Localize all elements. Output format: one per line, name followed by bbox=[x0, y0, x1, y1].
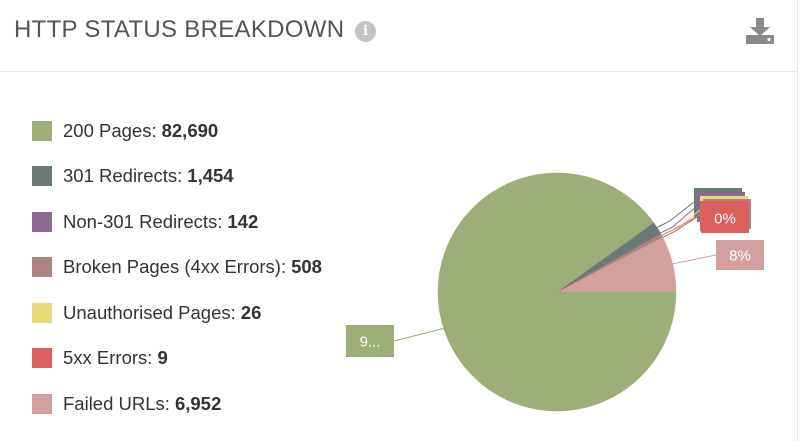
legend-swatch bbox=[32, 120, 52, 141]
slice-label-box-failed-urls bbox=[716, 240, 764, 270]
chart-title: HTTP STATUS BREAKDOWN bbox=[14, 16, 345, 43]
legend-value: 508 bbox=[291, 256, 322, 278]
legend-value: 9 bbox=[157, 347, 168, 369]
slice-label-5xx-errors: 0% bbox=[714, 211, 736, 228]
info-circle-icon[interactable]: i bbox=[355, 21, 376, 42]
legend-swatch bbox=[32, 348, 52, 369]
legend-value: 82,690 bbox=[161, 119, 219, 141]
legend-label: Non-301 Redirects: bbox=[63, 210, 223, 232]
legend-item-failed-urls[interactable]: Failed URLs: 6,952 bbox=[32, 381, 322, 427]
legend-item-non-301-redirects[interactable]: Non-301 Redirects: 142 bbox=[32, 199, 322, 245]
legend-swatch bbox=[32, 302, 52, 323]
chart-legend: 200 Pages: 82,690 301 Redirects: 1,454 N… bbox=[32, 108, 322, 427]
legend-value: 1,454 bbox=[187, 165, 234, 187]
legend-swatch bbox=[32, 257, 52, 278]
legend-item-broken-pages[interactable]: Broken Pages (4xx Errors): 508 bbox=[32, 245, 322, 291]
label-connector-unauthorised-pages bbox=[662, 209, 701, 238]
slice-label-box-5xx-errors bbox=[701, 203, 749, 233]
legend-label: Failed URLs: bbox=[63, 392, 170, 414]
legend-value: 6,952 bbox=[174, 392, 222, 414]
legend-label: 301 Redirects: bbox=[63, 165, 183, 187]
label-connector-non-301-redirects bbox=[660, 205, 698, 234]
legend-label: 5xx Errors: bbox=[63, 347, 153, 369]
label-connector-5xx-errors bbox=[662, 214, 701, 238]
legend-value: 26 bbox=[240, 301, 262, 323]
slice-label-box-200-pages bbox=[346, 325, 394, 357]
legend-item-unauthorised-pages[interactable]: Unauthorised Pages: 26 bbox=[32, 290, 322, 336]
legend-item-200-pages[interactable]: 200 Pages: 82,690 bbox=[32, 108, 322, 154]
pie-slice-200-pages bbox=[437, 172, 677, 412]
legend-value: 142 bbox=[227, 210, 259, 232]
label-connector-failed-urls bbox=[672, 254, 717, 265]
legend-swatch bbox=[32, 393, 52, 414]
label-connector-200-pages bbox=[393, 327, 444, 342]
download-icon[interactable] bbox=[746, 18, 774, 44]
legend-label: 200 Pages: bbox=[63, 119, 157, 141]
legend-item-301-redirects[interactable]: 301 Redirects: 1,454 bbox=[32, 154, 322, 200]
card-header: HTTP STATUS BREAKDOWN i bbox=[0, 0, 798, 72]
slice-label-failed-urls: 8% bbox=[729, 248, 751, 265]
legend-label: Broken Pages (4xx Errors): bbox=[63, 256, 287, 278]
legend-swatch bbox=[32, 166, 52, 187]
legend-swatch bbox=[32, 211, 52, 232]
legend-label: Unauthorised Pages: bbox=[63, 301, 236, 323]
label-connector-301-redirects bbox=[656, 201, 695, 228]
slice-label-200-pages: 9... bbox=[360, 334, 381, 351]
legend-item-5xx-errors[interactable]: 5xx Errors: 9 bbox=[32, 336, 322, 382]
label-connector-broken-pages-4xx-errors bbox=[661, 212, 704, 236]
